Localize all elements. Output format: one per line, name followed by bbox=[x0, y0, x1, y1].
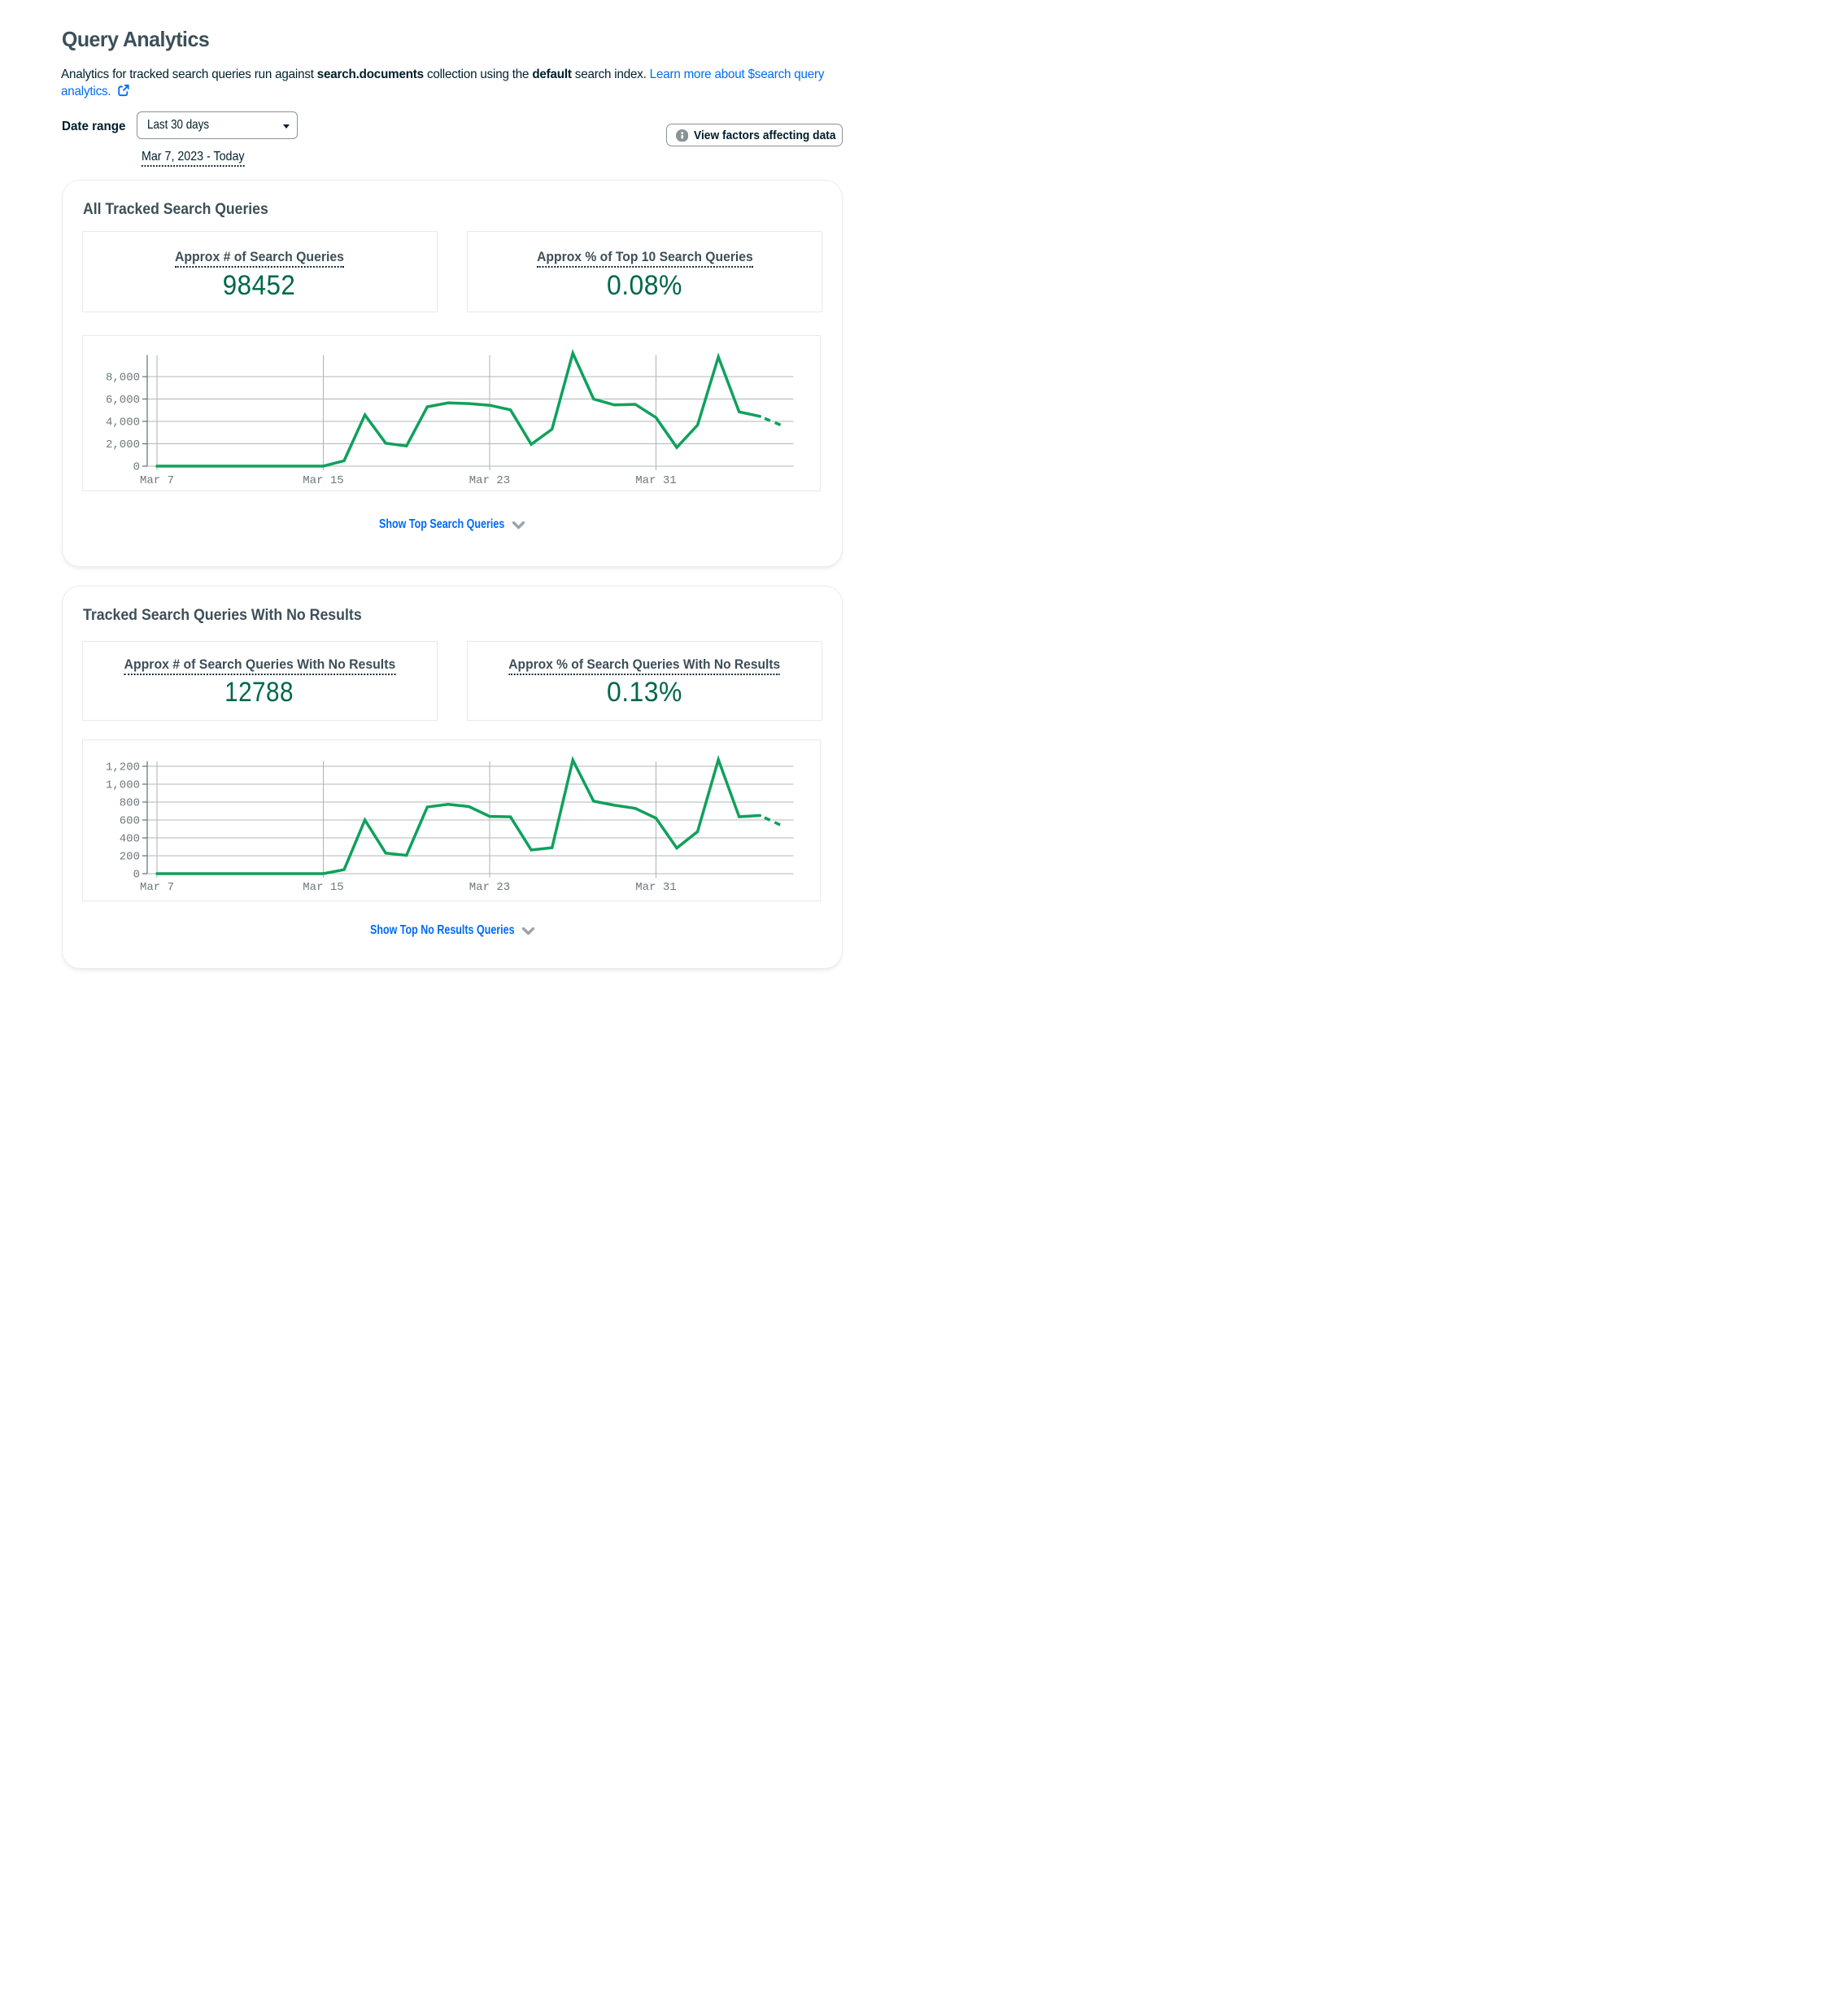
svg-text:Mar 7: Mar 7 bbox=[139, 881, 173, 894]
svg-text:4,000: 4,000 bbox=[105, 416, 139, 430]
svg-text:Mar 31: Mar 31 bbox=[635, 474, 676, 487]
svg-text:200: 200 bbox=[119, 851, 139, 864]
svg-text:400: 400 bbox=[119, 833, 139, 846]
svg-text:8,000: 8,000 bbox=[105, 372, 139, 385]
svg-text:6,000: 6,000 bbox=[105, 394, 139, 407]
svg-text:Mar 7: Mar 7 bbox=[139, 474, 173, 487]
svg-text:0: 0 bbox=[133, 461, 139, 474]
svg-text:Mar 23: Mar 23 bbox=[469, 474, 509, 487]
svg-text:Mar 23: Mar 23 bbox=[469, 881, 509, 894]
svg-text:Mar 15: Mar 15 bbox=[303, 881, 343, 894]
svg-text:1,000: 1,000 bbox=[105, 779, 139, 792]
svg-text:800: 800 bbox=[119, 797, 139, 810]
svg-text:2,000: 2,000 bbox=[105, 438, 139, 451]
svg-text:0: 0 bbox=[133, 869, 139, 882]
svg-text:600: 600 bbox=[119, 815, 139, 828]
svg-text:Mar 31: Mar 31 bbox=[635, 881, 676, 894]
svg-text:1,200: 1,200 bbox=[105, 761, 139, 774]
svg-text:Mar 15: Mar 15 bbox=[303, 474, 343, 487]
